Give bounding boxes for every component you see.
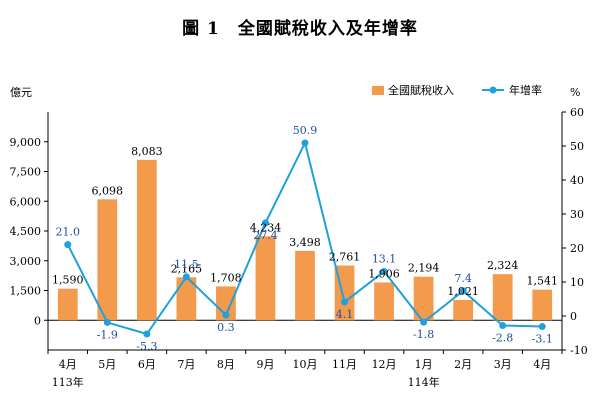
x-tick-label: 4月	[59, 358, 77, 371]
bar-value-label: 2,324	[487, 259, 519, 272]
right-tick-label: -10	[570, 344, 588, 357]
chart-title: 圖 1 全國賦稅收入及年增率	[0, 14, 600, 39]
legend-bar-swatch	[372, 86, 384, 95]
bar-value-label: 1,541	[526, 275, 558, 288]
x-tick-label: 11月	[332, 358, 357, 371]
growth-point	[222, 311, 230, 319]
x-tick-label: 2月	[454, 358, 472, 371]
legend-line-label: 年增率	[509, 83, 542, 97]
bars	[57, 159, 553, 321]
x-year-label: 114年	[408, 375, 440, 389]
bar	[255, 236, 276, 321]
growth-point	[459, 287, 467, 295]
growth-value-label: 50.9	[293, 124, 318, 137]
left-tick-label: 3,000	[10, 255, 42, 268]
growth-value-label: 7.4	[454, 272, 472, 285]
bar	[492, 274, 513, 321]
x-tick-label: 6月	[138, 358, 156, 371]
growth-value-label: 11.5	[174, 258, 199, 271]
growth-point	[301, 139, 309, 147]
bar-value-label: 1,021	[447, 285, 479, 298]
bar	[57, 288, 78, 321]
right-tick-label: 0	[570, 310, 577, 323]
bar	[136, 159, 157, 321]
bar	[216, 286, 236, 321]
bar-value-label: 2,165	[171, 262, 203, 275]
bar	[97, 199, 118, 321]
growth-line	[64, 139, 546, 338]
bar-value-label: 1,590	[52, 274, 84, 287]
growth-value-label: -5.3	[136, 340, 157, 353]
bar	[413, 276, 434, 321]
title-text: 全國賦稅收入及年增率	[237, 19, 418, 39]
growth-value-label: 27.4	[253, 229, 278, 242]
x-year-label: 113年	[52, 375, 84, 389]
right-axis-unit: %	[570, 86, 580, 99]
x-tick-label: 10月	[293, 358, 318, 371]
x-tick-label: 8月	[217, 358, 235, 371]
growth-value-label: -1.8	[413, 328, 434, 341]
x-tick-label: 9月	[256, 358, 274, 371]
growth-point	[341, 298, 349, 306]
data-labels: 1,590 6,098 8,083 2,165 1,708 4,234 3,498 2,761…	[52, 124, 558, 353]
left-tick-label: 9,000	[10, 136, 42, 149]
bar	[295, 250, 315, 321]
x-tick-label: 4月	[533, 358, 551, 371]
right-tick-label: 60	[570, 106, 584, 119]
bar	[176, 277, 197, 321]
legend: 全國賦稅收入 年增率	[372, 83, 542, 97]
growth-point	[538, 323, 546, 331]
right-tick-label: 10	[570, 276, 584, 289]
bar-value-label: 6,098	[92, 184, 124, 197]
growth-value-label: -1.9	[97, 328, 118, 341]
left-tick-label: 1,500	[10, 285, 42, 298]
growth-point	[261, 219, 269, 227]
legend-line-marker	[489, 86, 497, 94]
growth-point	[499, 322, 507, 330]
x-tick-label: 7月	[177, 358, 195, 371]
bar	[532, 289, 553, 321]
left-tick-label: 0	[34, 314, 41, 327]
x-tick-label: 3月	[494, 358, 512, 371]
growth-value-label: -3.1	[532, 333, 553, 346]
left-tick-label: 7,500	[10, 166, 42, 179]
growth-point	[420, 318, 428, 326]
x-tick-label: 5月	[98, 358, 116, 371]
bar-value-label: 2,761	[329, 250, 361, 263]
growth-value-label: 0.3	[217, 321, 235, 334]
bar	[374, 282, 394, 321]
left-tick-label: 4,500	[10, 225, 42, 238]
growth-point	[143, 330, 151, 338]
bar-value-label: 4,234	[250, 221, 282, 234]
bar-value-label: 3,498	[289, 236, 321, 249]
growth-value-label: -2.8	[492, 332, 513, 345]
growth-point	[182, 273, 190, 281]
bar-value-label: 2,194	[408, 262, 440, 275]
x-tick-label: 1月	[415, 358, 433, 371]
growth-point	[380, 267, 388, 275]
legend-bar-label: 全國賦稅收入	[388, 83, 454, 97]
right-tick-label: 20	[570, 242, 584, 255]
growth-point	[103, 318, 111, 326]
growth-value-label: 4.1	[336, 308, 354, 321]
growth-point	[64, 241, 72, 249]
bar-value-label: 1,708	[210, 271, 242, 284]
right-tick-label: 50	[570, 140, 584, 153]
figure-number: 圖 1	[182, 19, 220, 39]
right-tick-label: 30	[570, 208, 584, 221]
axes: 0 1,500 3,000 4,500 6,000 7,500 9,000 -10 0 10 20 3…	[10, 86, 588, 389]
x-tick-label: 12月	[372, 358, 397, 371]
left-axis-unit: 億元	[10, 86, 32, 99]
growth-value-label: 13.1	[372, 252, 397, 265]
growth-value-label: 21.0	[56, 226, 81, 239]
bar-value-label: 1,906	[368, 267, 400, 280]
left-tick-label: 6,000	[10, 195, 42, 208]
right-tick-label: 40	[570, 174, 584, 187]
bar	[453, 300, 474, 321]
bar-value-label: 8,083	[131, 145, 163, 158]
